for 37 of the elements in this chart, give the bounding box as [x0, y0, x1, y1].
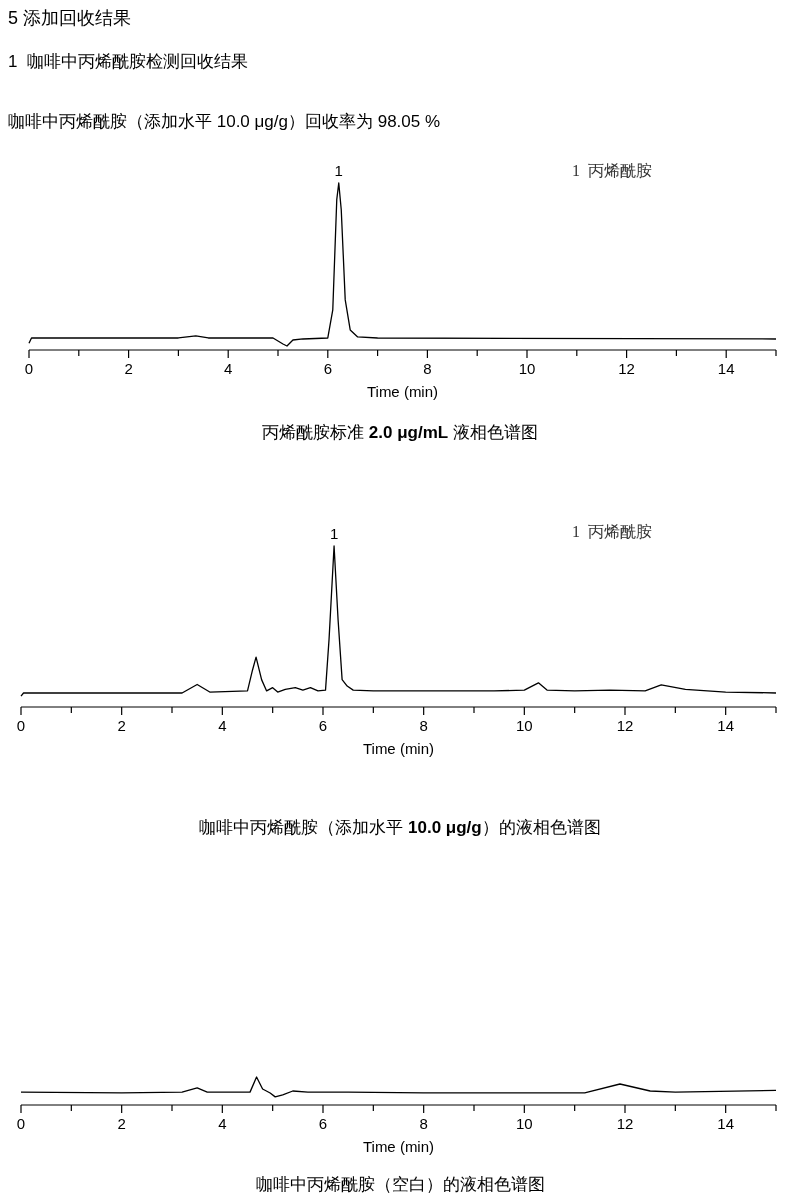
x-tick-label: 12	[616, 1115, 634, 1132]
text: 咖啡中丙烯酰胺（添加水平 10.0 μg/g）的液相色谱图	[199, 818, 601, 837]
x-tick-label: 8	[419, 1115, 428, 1132]
x-tick-label: 4	[224, 360, 233, 377]
x-tick-label: 6	[318, 1115, 328, 1132]
chart-title: 5 添加回收结果	[8, 8, 132, 28]
x-tick-label: 0	[16, 717, 26, 734]
x-tick-label: 14	[717, 717, 735, 734]
x-tick-label: 10	[515, 717, 533, 734]
text: 咖啡中丙烯酰胺（空白）的液相色谱图	[255, 1175, 545, 1194]
x-tick-label: 6	[318, 717, 328, 734]
x-tick-label: 10	[518, 360, 536, 377]
x-axis-title: Time (min)	[362, 740, 435, 757]
x-tick-label: 4	[218, 1115, 227, 1132]
x-tick-label: 12	[618, 360, 635, 377]
x-tick-label: 2	[117, 717, 126, 734]
x-tick-label: 12	[616, 717, 634, 734]
x-tick-label: 4	[218, 717, 227, 734]
chart-subtitle: 1 咖啡中丙烯酰胺检测回收结果	[8, 52, 248, 71]
x-tick-label: 2	[124, 360, 133, 377]
annotation: 1	[334, 162, 343, 179]
x-tick-label: 8	[423, 360, 432, 377]
text: 1 丙烯酰胺	[572, 162, 652, 179]
annotation: 1	[329, 525, 339, 542]
x-tick-label: 14	[717, 360, 735, 377]
text: 咖啡中丙烯酰胺（添加水平 10.0 μg/g）回收率为 98.05 %	[8, 112, 441, 131]
x-tick-label: 10	[515, 1115, 533, 1132]
x-tick-label: 6	[323, 360, 332, 377]
x-axis-title: Time (min)	[366, 383, 439, 400]
x-tick-label: 8	[419, 717, 428, 734]
x-tick-label: 0	[16, 1115, 26, 1132]
x-tick-label: 0	[24, 360, 34, 377]
x-axis-title: Time (min)	[362, 1138, 435, 1155]
text: 1 丙烯酰胺	[572, 523, 652, 540]
x-tick-label: 14	[717, 1115, 735, 1132]
x-tick-label: 2	[117, 1115, 126, 1132]
text: 丙烯酰胺标准 2.0 μg/mL 液相色谱图	[262, 423, 538, 442]
